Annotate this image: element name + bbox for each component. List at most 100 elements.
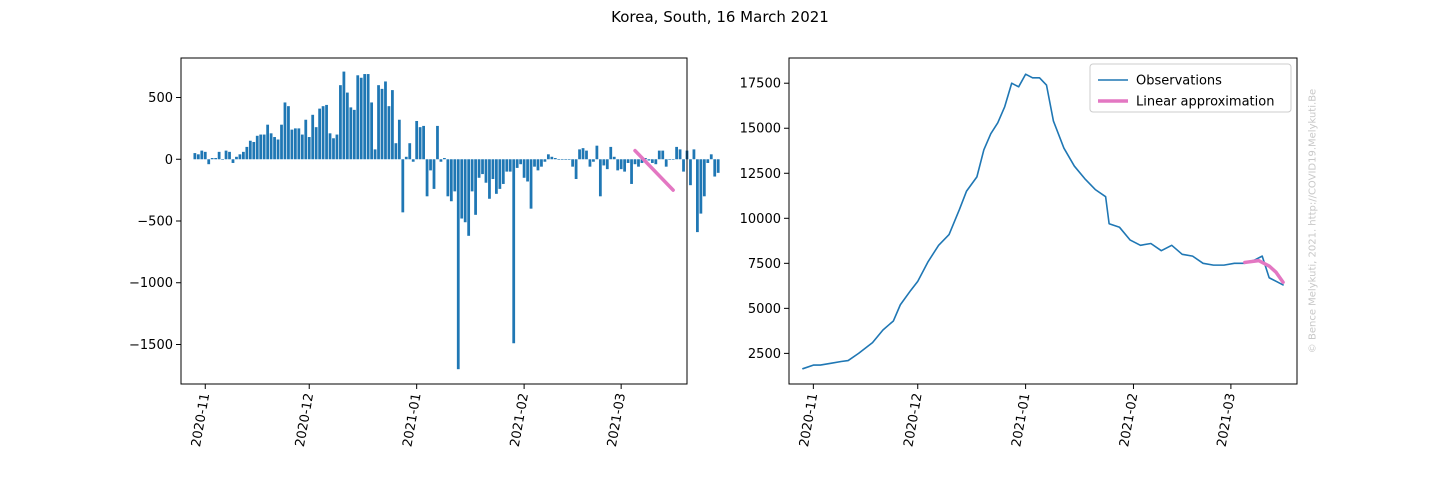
bar (616, 159, 620, 171)
bar (252, 141, 256, 160)
bar (671, 159, 675, 160)
bar (623, 159, 627, 172)
x-tick-label: 2021-03 (605, 392, 629, 448)
bar (377, 85, 380, 160)
bar (397, 119, 401, 160)
bar (342, 71, 346, 160)
bar (578, 149, 581, 160)
bar (515, 159, 519, 168)
bar (415, 120, 419, 160)
watermark-text: © Bence Melykuti, 2021. http://COVID19.M… (1307, 88, 1319, 354)
bar (345, 92, 349, 160)
bar (560, 159, 564, 160)
bar (460, 159, 464, 219)
bar (574, 159, 578, 180)
y-tick-label: 500 (148, 91, 173, 106)
bar (339, 85, 342, 160)
bar-chart-daily-change: 500 0 −500 −1000 −1500 2020-11 2020-12 2021-01 2… (129, 57, 720, 448)
bar (418, 127, 422, 160)
y-tick-label: −1000 (129, 276, 173, 291)
bar (352, 109, 356, 160)
bar (404, 156, 408, 160)
bar (626, 159, 630, 163)
bar (477, 159, 481, 178)
legend-label: Observations (1136, 74, 1222, 89)
bar (595, 145, 599, 160)
bar (644, 158, 647, 160)
bar (692, 149, 696, 160)
bar (706, 159, 710, 163)
bar (259, 134, 263, 160)
bar (657, 150, 661, 160)
bar (273, 137, 276, 160)
bar (429, 159, 432, 171)
bar (481, 159, 484, 175)
bar (467, 159, 471, 236)
plot-frame (180, 57, 688, 385)
bar (598, 159, 602, 197)
bar (245, 146, 249, 160)
bar (283, 102, 287, 160)
x-tick-label: 2021-02 (508, 392, 532, 448)
bar (470, 159, 474, 192)
bar (210, 158, 214, 160)
bar (512, 159, 516, 344)
bar (491, 159, 495, 180)
y-tick-label: 0 (165, 153, 173, 168)
bar (231, 159, 235, 163)
bar (207, 159, 211, 165)
bar (456, 159, 460, 370)
y-tick-label: −1500 (129, 338, 173, 353)
bar (203, 151, 207, 160)
bar (474, 159, 477, 215)
x-tick-label: 2020-11 (189, 392, 213, 448)
bar (567, 159, 571, 160)
bar (363, 74, 367, 160)
x-tick-label: 2021-01 (400, 392, 424, 448)
bar (654, 159, 658, 165)
bar (463, 159, 467, 223)
bar (297, 128, 301, 160)
plot-frame (788, 57, 1298, 385)
bar (411, 159, 415, 162)
y-tick-label: 2500 (748, 347, 781, 362)
bar (612, 156, 616, 160)
bar (668, 159, 672, 160)
x-tick-label: 2020-12 (293, 392, 317, 448)
bar (449, 159, 453, 202)
x-tick-label: 2021-03 (1215, 392, 1239, 448)
bar (387, 106, 391, 160)
bar (366, 74, 370, 160)
bar (484, 159, 488, 183)
y-tick-label: 17500 (740, 77, 781, 92)
bar (318, 108, 322, 160)
x-tick-label: 2020-11 (797, 392, 821, 448)
bar (425, 159, 429, 197)
bar (536, 159, 540, 171)
bar (439, 159, 443, 162)
bar (588, 159, 592, 167)
bar (526, 159, 529, 182)
bar (709, 154, 713, 160)
bar (647, 159, 651, 161)
bar (335, 134, 339, 160)
bar (494, 159, 498, 194)
bar (408, 143, 412, 160)
bar (529, 159, 533, 209)
bar (564, 159, 568, 160)
bar (553, 158, 557, 160)
bar (543, 159, 547, 162)
bar (248, 140, 252, 160)
bar (269, 133, 273, 160)
y-tick-label: 5000 (748, 302, 781, 317)
bar (633, 159, 637, 165)
bar (716, 159, 720, 173)
bar (605, 159, 609, 170)
bar (519, 159, 523, 165)
bar (287, 106, 290, 160)
bar (422, 125, 425, 160)
bar (501, 159, 505, 184)
bar (443, 158, 446, 160)
figure-title: Korea, South, 16 March 2021 (611, 8, 829, 26)
bar (307, 137, 311, 160)
